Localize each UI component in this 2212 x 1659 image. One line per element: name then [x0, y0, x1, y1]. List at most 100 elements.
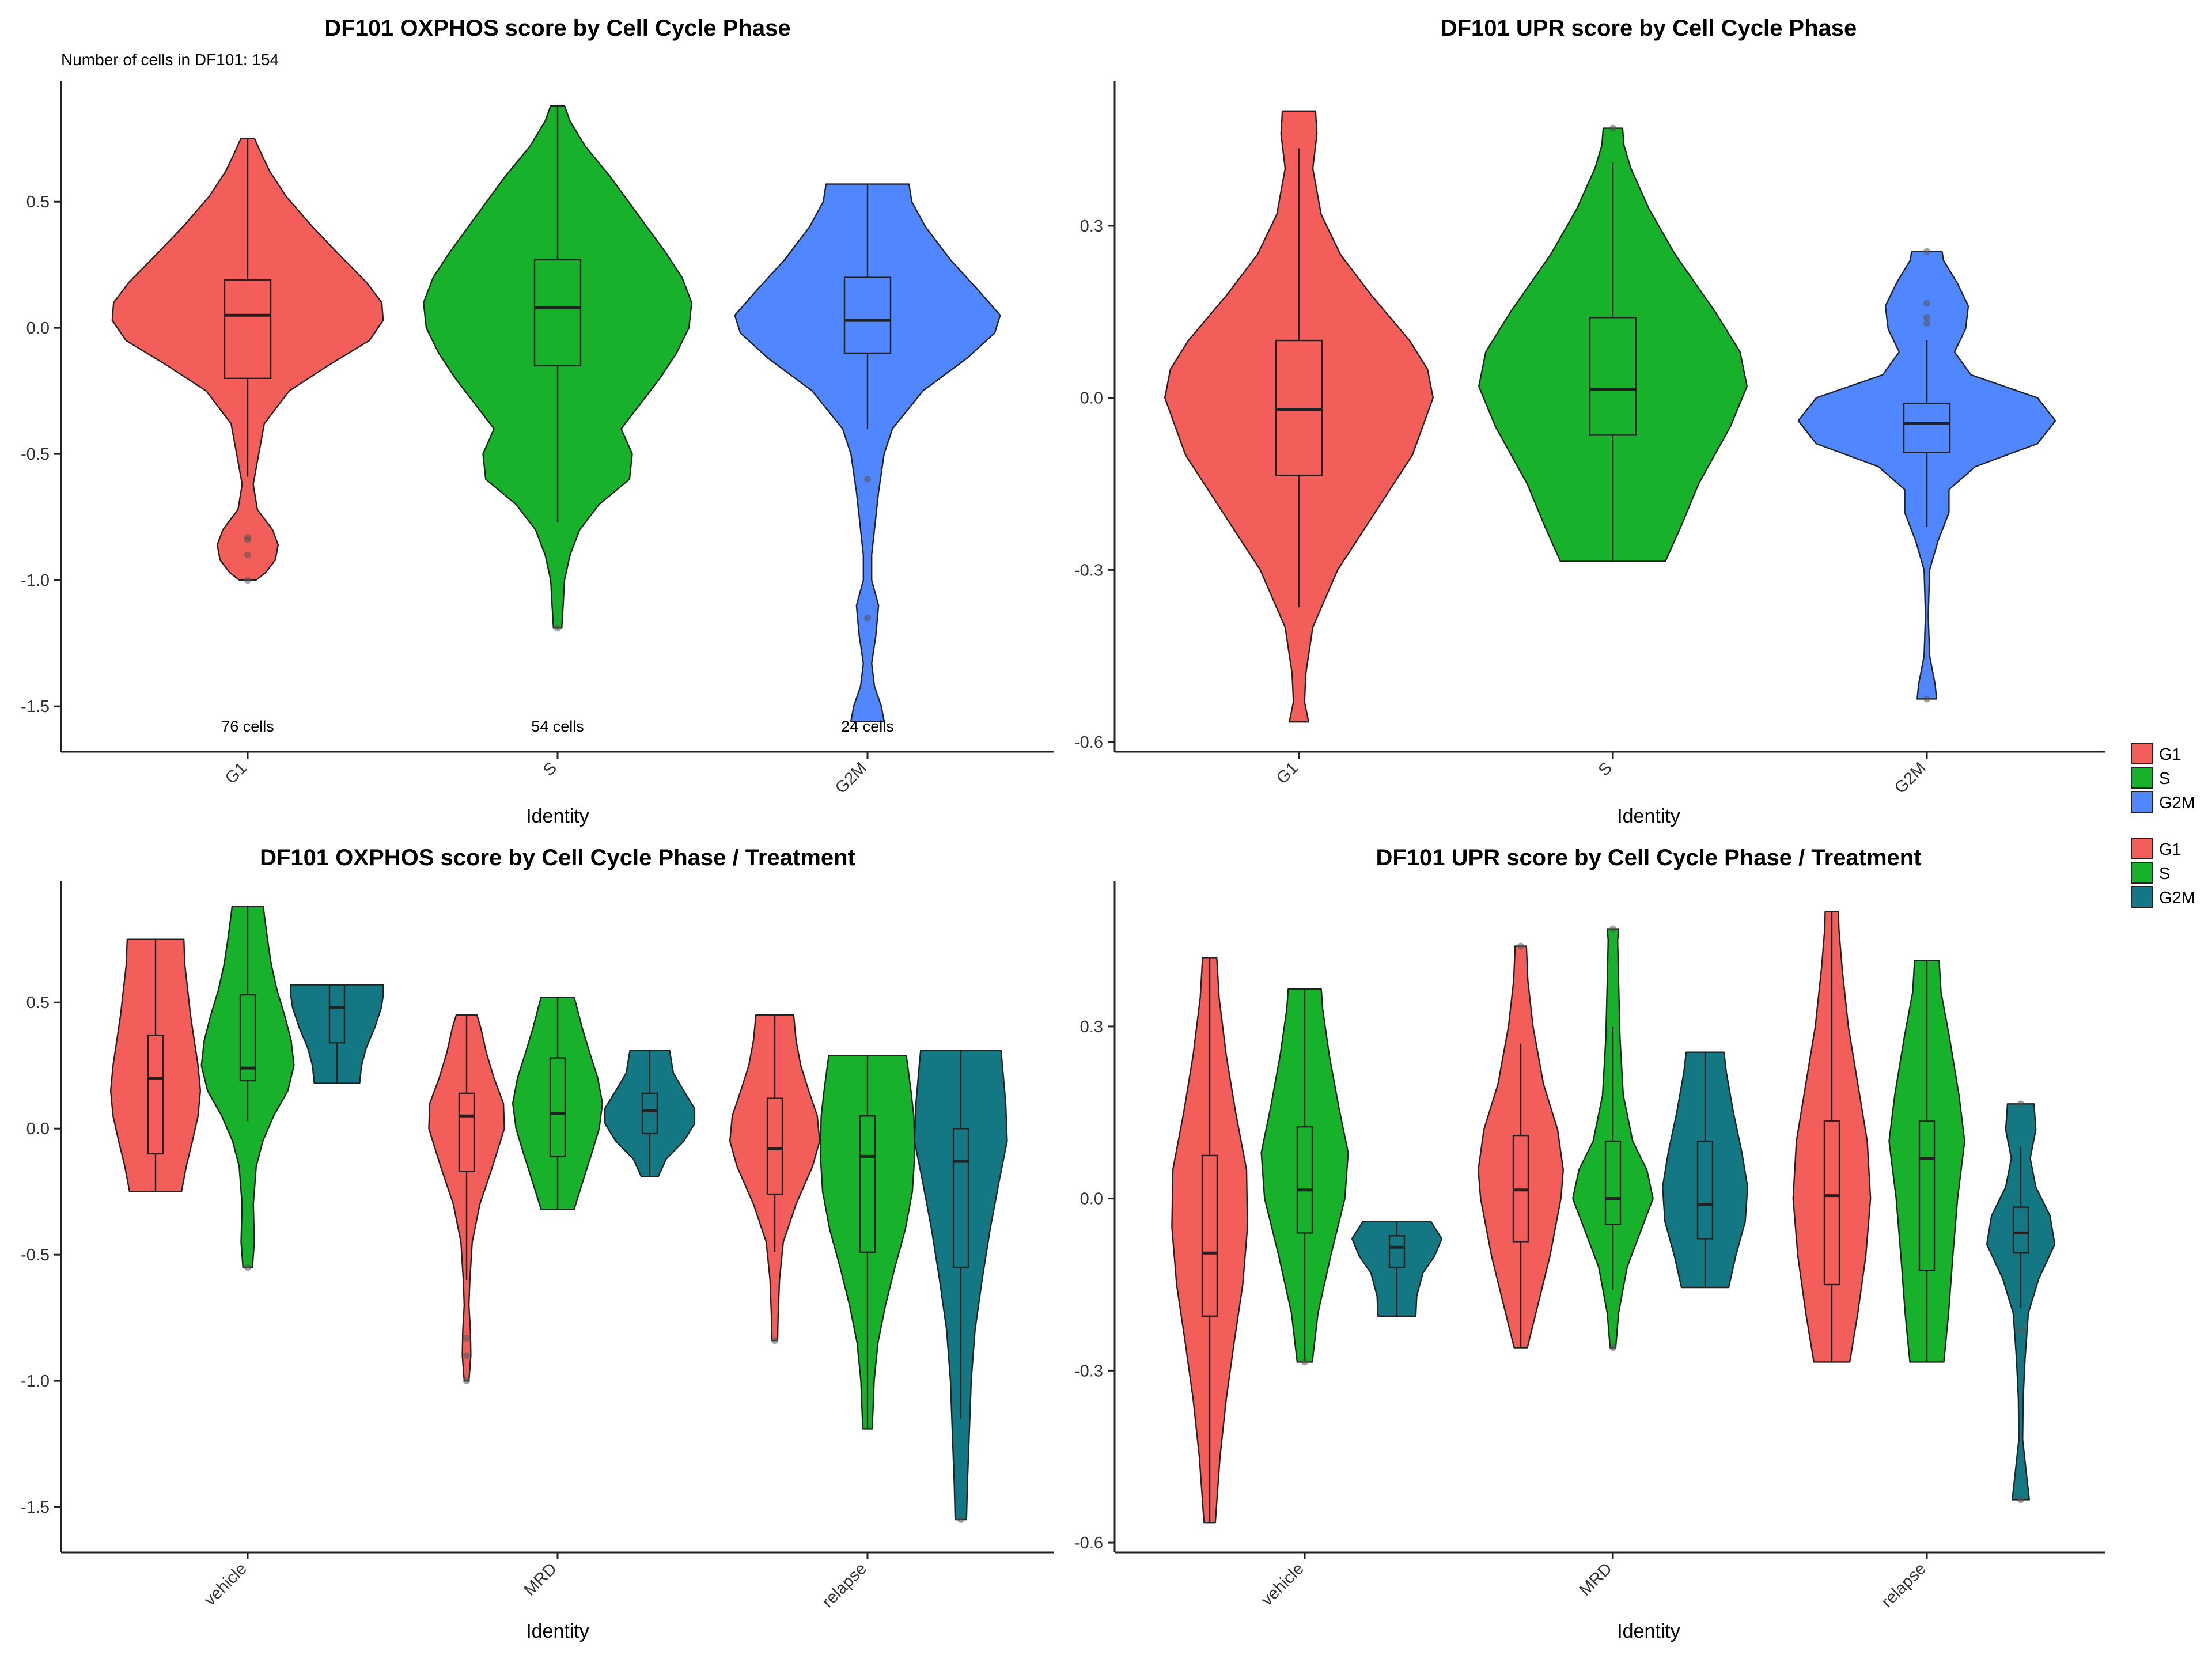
panel-oxphos-by-phase: DF101 OXPHOS score by Cell Cycle Phase N…: [21, 16, 1054, 827]
violin-G1-G1: [111, 138, 384, 584]
panel-upr-by-phase: DF101 UPR score by Cell Cycle Phase -0.6…: [1074, 16, 2105, 827]
outlier-point: [463, 1377, 470, 1385]
violin-vehicle-S: [1260, 988, 1349, 1366]
violin-marks: [109, 906, 1008, 1524]
iqr-box: [1918, 1120, 1936, 1271]
violin-body: [729, 1014, 821, 1342]
iqr-box: [2012, 1206, 2029, 1254]
violin-S-S: [1478, 124, 1748, 562]
y-axis-ticks: -1.5 -1.0 -0.5 0.0 0.5: [21, 994, 61, 1517]
iqr-box: [1388, 1235, 1406, 1268]
cell-count-label: 76 cells: [221, 718, 274, 735]
x-tick-label: MRD: [521, 1559, 560, 1599]
violin-relapse-S: [1888, 960, 1965, 1363]
violin-body: [1478, 945, 1564, 1349]
y-tick-label: 0.5: [26, 994, 50, 1012]
x-tick-label: G1: [222, 759, 251, 787]
y-tick-label: 0.0: [1080, 389, 1103, 408]
legend-label: G2M: [2159, 794, 2195, 812]
x-tick-label: vehicle: [200, 1559, 250, 1609]
violin-body: [1662, 1051, 1748, 1289]
violin-relapse-G1: [1792, 911, 1872, 1363]
iqr-box: [1823, 1120, 1840, 1286]
y-tick-label: 0.0: [26, 319, 50, 338]
x-axis-ticks: vehicle MRD relapse: [1257, 1552, 1930, 1611]
x-tick-label: G2M: [832, 759, 870, 797]
iqr-box: [1903, 403, 1951, 453]
violin-vehicle-G2M: [290, 984, 384, 1084]
y-tick-label: -0.5: [21, 1246, 50, 1264]
outlier-point: [2017, 1327, 2024, 1334]
x-axis-label: Identity: [1617, 1620, 1680, 1642]
outlier-point: [2017, 1496, 2024, 1503]
legend-swatch: [2131, 743, 2153, 764]
violin-body: [109, 938, 202, 1192]
violin-MRD-S: [512, 997, 604, 1210]
x-tick-label: S: [540, 759, 560, 779]
violin-vehicle-G2M: [1351, 1221, 1443, 1317]
iqr-box: [843, 276, 892, 354]
x-axis-label: Identity: [1617, 805, 1680, 827]
x-axis-ticks: G1 S G2M: [222, 752, 870, 797]
x-axis-ticks: G1 S G2M: [1273, 752, 1930, 797]
outlier-point: [1923, 300, 1930, 307]
violin-relapse-G2M: [1986, 1100, 2056, 1503]
y-axis-ticks: -1.5 -1.0 -0.5 0.0 0.5: [21, 193, 61, 716]
legend-label: S: [2159, 770, 2170, 788]
y-tick-label: 0.3: [1080, 1018, 1103, 1036]
legend-label: G2M: [2159, 889, 2195, 907]
y-tick-label: -0.6: [1074, 733, 1103, 752]
violin-body: [290, 984, 384, 1084]
violin-body: [1792, 911, 1872, 1363]
violin-marks: [111, 105, 1001, 722]
chart-title: DF101 UPR score by Cell Cycle Phase / Tr…: [1376, 845, 1921, 870]
x-tick-label: G1: [1273, 759, 1302, 787]
violin-body: [1478, 127, 1748, 562]
iqr-box: [224, 279, 272, 380]
outlier-point: [2017, 1100, 2024, 1108]
outlier-point: [463, 1352, 470, 1359]
violin-vehicle-S: [200, 906, 295, 1271]
y-tick-label: 0.0: [1080, 1190, 1103, 1209]
iqr-box: [549, 1057, 566, 1157]
violin-body: [819, 1055, 916, 1430]
violin-G2M-G2M: [1797, 248, 2056, 703]
legend-phase-teal: G1 S G2M: [2131, 838, 2195, 908]
outlier-point: [554, 624, 561, 632]
outlier-point: [1923, 320, 1930, 327]
legend-label: G1: [2159, 840, 2181, 859]
violin-relapse-G1: [729, 1014, 821, 1344]
outlier-point: [1609, 124, 1616, 132]
iqr-box: [147, 1034, 164, 1155]
violin-body: [1164, 110, 1434, 723]
iqr-box: [1604, 1140, 1622, 1225]
y-tick-label: 0.3: [1080, 217, 1103, 236]
outlier-point: [957, 1516, 964, 1524]
iqr-box: [1201, 1154, 1218, 1317]
legend-swatch: [2131, 838, 2153, 859]
y-tick-label: -1.0: [21, 571, 50, 590]
x-tick-label: relapse: [819, 1559, 870, 1611]
y-tick-label: -0.3: [1074, 1362, 1103, 1380]
violin-body: [1171, 957, 1248, 1524]
violin-MRD-G1: [428, 1014, 505, 1385]
outlier-point: [244, 577, 251, 584]
outlier-point: [771, 1337, 778, 1344]
cell-count-annotations: 76 cells 54 cells 24 cells: [221, 718, 894, 735]
violin-marks: [1171, 911, 2056, 1524]
outlier-point: [1923, 248, 1930, 255]
legend-swatch: [2131, 791, 2153, 813]
violin-body: [734, 183, 1001, 722]
legend-label: G1: [2159, 745, 2181, 764]
outlier-point: [864, 475, 871, 483]
violin-relapse-G2M: [914, 1050, 1008, 1524]
iqr-box: [328, 984, 346, 1044]
outlier-point: [1301, 1358, 1308, 1366]
y-tick-label: -1.5: [21, 698, 50, 716]
x-tick-label: vehicle: [1257, 1559, 1307, 1609]
y-tick-label: 0.5: [26, 193, 50, 211]
iqr-box: [1296, 1126, 1313, 1234]
violin-G1-G1: [1164, 110, 1434, 723]
legend-swatch: [2131, 767, 2153, 789]
violin-body: [512, 997, 604, 1210]
